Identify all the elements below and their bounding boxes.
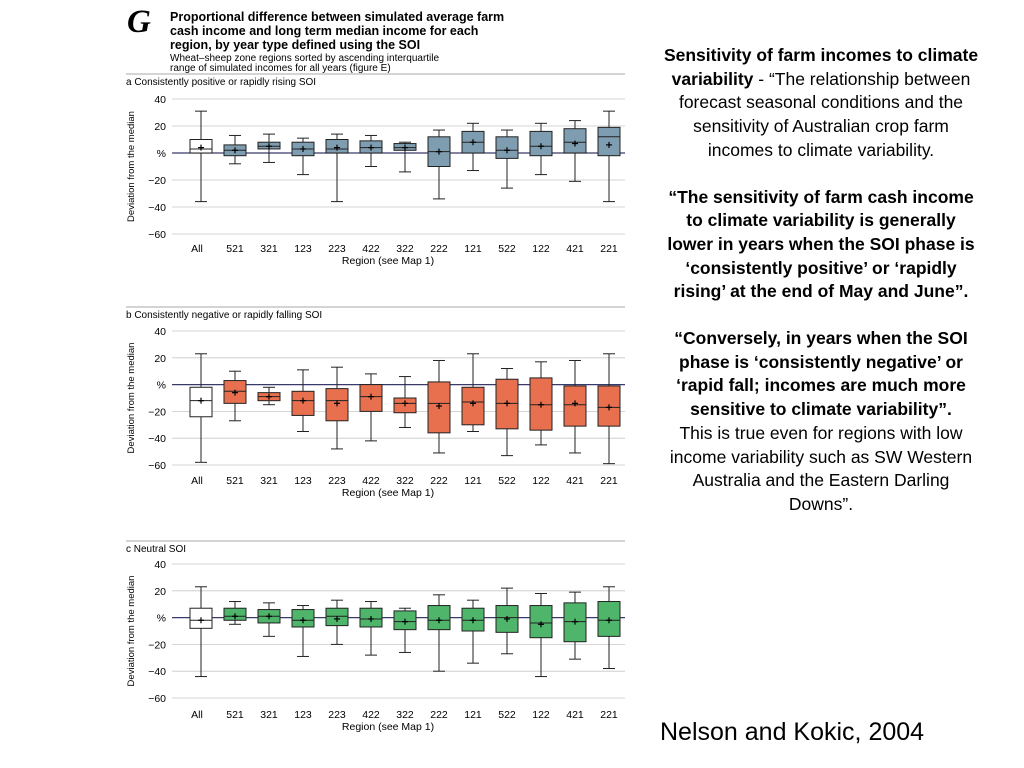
x-tick-label: 521: [226, 709, 244, 721]
x-axis-label: Region (see Map 1): [342, 255, 434, 267]
side-text: Sensitivity of farm incomes to climate v…: [662, 44, 980, 517]
panel-title: c Neutral SOI: [126, 544, 186, 555]
side-quote-2: “Conversely, in years when the SOI phase…: [674, 328, 968, 420]
x-tick-label: 522: [498, 243, 516, 255]
x-tick-label: 422: [362, 475, 380, 487]
x-tick-label: 223: [328, 709, 346, 721]
x-tick-label: 122: [532, 243, 550, 255]
x-tick-label: 121: [464, 243, 482, 255]
figure-subtitle-line-1: Wheat–sheep zone regions sorted by ascen…: [170, 53, 439, 64]
y-tick-label: −60: [148, 229, 166, 241]
y-axis-label: Deviation from the median: [126, 343, 137, 454]
y-tick-label: %: [157, 613, 166, 625]
figure-subtitle-line-2: range of simulated incomes for all years…: [170, 63, 391, 74]
x-tick-label: 122: [532, 709, 550, 721]
box: [597, 126, 621, 157]
x-tick-label: 422: [362, 243, 380, 255]
x-tick-label: 221: [600, 243, 618, 255]
y-axis-label: Deviation from the median: [126, 576, 137, 687]
x-tick-label: 421: [566, 243, 584, 255]
y-tick-label: −40: [148, 666, 166, 678]
x-tick-label: 521: [226, 243, 244, 255]
panel-title: b Consistently negative or rapidly falli…: [126, 310, 322, 321]
figure-title-line-3: region, by year type defined using the S…: [170, 38, 420, 52]
x-tick-label: 221: [600, 709, 618, 721]
panel-title: a Consistently positive or rapidly risin…: [126, 77, 316, 88]
x-tick-label: 321: [260, 709, 278, 721]
y-tick-label: −20: [148, 406, 166, 418]
y-tick-label: −20: [148, 175, 166, 187]
x-tick-label: 123: [294, 709, 312, 721]
y-tick-label: 40: [154, 326, 166, 338]
x-tick-label: 223: [328, 243, 346, 255]
x-tick-label: 322: [396, 475, 414, 487]
y-tick-label: 20: [154, 586, 166, 598]
x-tick-label: 421: [566, 709, 584, 721]
y-axis-label: Deviation from the median: [126, 111, 137, 222]
x-tick-label: 222: [430, 243, 448, 255]
x-tick-label: All: [191, 243, 203, 255]
figure-title-line-2: cash income and long term median income …: [170, 24, 478, 38]
x-tick-label: 121: [464, 709, 482, 721]
y-tick-label: −20: [148, 639, 166, 651]
x-axis-label: Region (see Map 1): [342, 721, 434, 733]
x-tick-label: 223: [328, 475, 346, 487]
x-tick-label: 123: [294, 475, 312, 487]
y-tick-label: −60: [148, 460, 166, 472]
x-tick-label: All: [191, 475, 203, 487]
y-tick-label: 40: [154, 94, 166, 106]
x-axis-label: Region (see Map 1): [342, 487, 434, 499]
figure-title-line-1: Proportional difference between simulate…: [170, 10, 504, 24]
x-tick-label: 521: [226, 475, 244, 487]
y-tick-label: 20: [154, 121, 166, 133]
side-quote-1: “The sensitivity of farm cash income to …: [667, 186, 975, 302]
y-tick-label: −60: [148, 693, 166, 705]
side-heading-rest: - “The relationship between forecast sea…: [678, 68, 971, 160]
side-quote-2-rest: This is true even for regions with low i…: [669, 422, 973, 514]
y-tick-label: 20: [154, 353, 166, 365]
x-tick-label: 321: [260, 475, 278, 487]
x-tick-label: 322: [396, 243, 414, 255]
x-tick-label: 123: [294, 243, 312, 255]
x-tick-label: 522: [498, 475, 516, 487]
x-tick-label: 422: [362, 709, 380, 721]
x-tick-label: 122: [532, 475, 550, 487]
x-tick-label: 522: [498, 709, 516, 721]
x-tick-label: 222: [430, 475, 448, 487]
x-tick-label: 321: [260, 243, 278, 255]
figure-letter: G: [127, 4, 151, 40]
y-tick-label: −40: [148, 433, 166, 445]
y-tick-label: 40: [154, 559, 166, 571]
x-tick-label: All: [191, 709, 203, 721]
side-paragraph-1: Sensitivity of farm incomes to climate v…: [662, 44, 980, 163]
y-tick-label: %: [157, 380, 166, 392]
x-tick-label: 421: [566, 475, 584, 487]
x-tick-label: 222: [430, 709, 448, 721]
x-tick-label: 221: [600, 475, 618, 487]
x-tick-label: 121: [464, 475, 482, 487]
y-tick-label: %: [157, 148, 166, 160]
figure-g: G Proportional difference between simula…: [126, 4, 625, 733]
citation: Nelson and Kokic, 2004: [660, 718, 925, 746]
y-tick-label: −40: [148, 202, 166, 214]
side-heading: Sensitivity of farm incomes to climate v…: [663, 45, 979, 89]
x-tick-label: 322: [396, 709, 414, 721]
